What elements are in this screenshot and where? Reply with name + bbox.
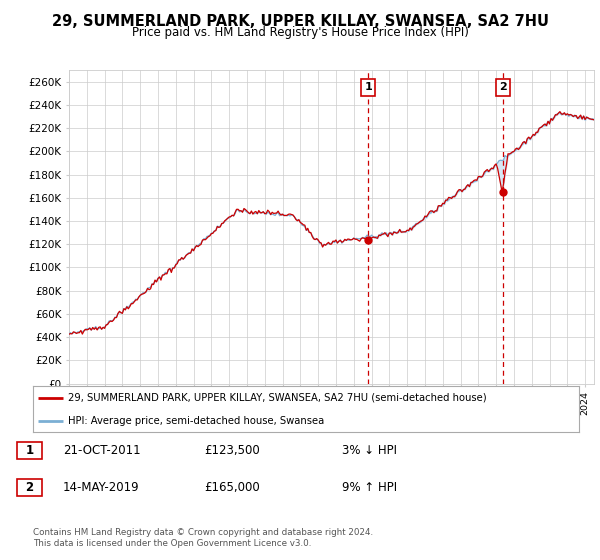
Text: 1: 1 [364, 82, 372, 92]
Text: £123,500: £123,500 [204, 444, 260, 458]
Text: Contains HM Land Registry data © Crown copyright and database right 2024.
This d: Contains HM Land Registry data © Crown c… [33, 528, 373, 548]
Text: 29, SUMMERLAND PARK, UPPER KILLAY, SWANSEA, SA2 7HU (semi-detached house): 29, SUMMERLAND PARK, UPPER KILLAY, SWANS… [68, 393, 487, 403]
Text: 21-OCT-2011: 21-OCT-2011 [63, 444, 140, 458]
Text: Price paid vs. HM Land Registry's House Price Index (HPI): Price paid vs. HM Land Registry's House … [131, 26, 469, 39]
Text: 3% ↓ HPI: 3% ↓ HPI [342, 444, 397, 458]
Text: 9% ↑ HPI: 9% ↑ HPI [342, 480, 397, 494]
Text: 14-MAY-2019: 14-MAY-2019 [63, 480, 140, 494]
Text: 2: 2 [25, 480, 34, 494]
Text: £165,000: £165,000 [204, 480, 260, 494]
Text: 2: 2 [499, 82, 506, 92]
Text: 29, SUMMERLAND PARK, UPPER KILLAY, SWANSEA, SA2 7HU: 29, SUMMERLAND PARK, UPPER KILLAY, SWANS… [52, 14, 548, 29]
Text: 1: 1 [25, 444, 34, 458]
Text: HPI: Average price, semi-detached house, Swansea: HPI: Average price, semi-detached house,… [68, 416, 325, 426]
